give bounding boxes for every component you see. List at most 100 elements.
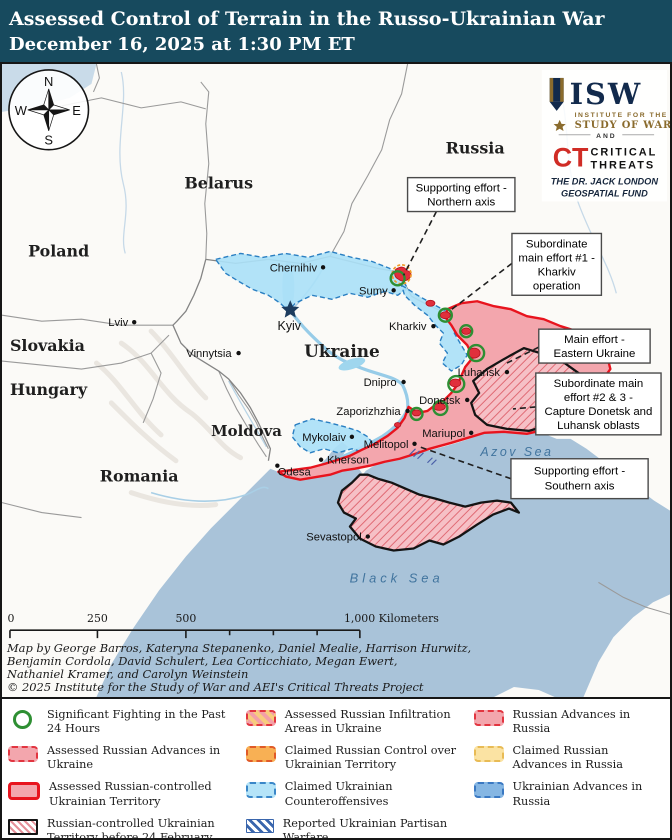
city-label-kyiv: Kyiv — [278, 319, 302, 333]
callout-text: Northern axis — [427, 197, 495, 209]
legend-column-2: Assessed Russian Infiltration Areas in U… — [245, 708, 470, 840]
callout-eastern-ukraine: Main effort - Eastern Ukraine — [538, 328, 651, 364]
country-label-russia: Russia — [446, 139, 505, 158]
legend-label: Assessed Russian Advances in Ukraine — [47, 744, 221, 772]
kyiv-capital-marker: Kyiv — [278, 300, 302, 333]
map-canvas: Poland Belarus Russia Slovakia Hungary U… — [0, 62, 672, 697]
ct-critical-label: CRITICAL — [590, 147, 657, 159]
callout-southern-axis: Supporting effort - Southern axis — [510, 458, 649, 500]
scale-250: 250 — [87, 612, 108, 625]
country-label-hungary: Hungary — [10, 380, 88, 399]
legend-item-claimed-ukrainian-counteroffensives: Claimed Ukrainian Counteroffensives — [245, 780, 470, 808]
callout-text: main effort #1 - — [518, 252, 595, 264]
city-label-lviv: Lviv — [108, 317, 128, 329]
legend-item-infiltration-areas: Assessed Russian Infiltration Areas in U… — [245, 708, 470, 736]
map-title: Assessed Control of Terrain in the Russo… — [9, 8, 605, 30]
legend-label: Claimed Russian Advances in Russia — [512, 744, 623, 772]
country-label-ukraine: Ukraine — [304, 341, 380, 361]
legend-label: Reported Ukrainian Partisan Warfare — [282, 816, 448, 840]
partisan-warfare-marks — [409, 448, 437, 466]
legend-item-claimed-russian-control: Claimed Russian Control over Ukrainian T… — [245, 744, 470, 772]
ct-threats-label: THREATS — [590, 160, 655, 172]
map-title-bar: Assessed Control of Terrain in the Russo… — [0, 0, 672, 62]
russian-advances-in-russia-swatch — [473, 710, 504, 726]
country-borders — [2, 64, 409, 519]
legend-item-assessed-russian-advances: Assessed Russian Advances in Ukraine — [8, 744, 242, 772]
compass-south-label: S — [44, 133, 53, 148]
isw-institute-line2: STUDY OF WAR — [575, 120, 670, 131]
claimed-counteroffensive-areas — [215, 250, 468, 454]
credits-line-1: Map by George Barros, Kateryna Stepanenk… — [6, 641, 471, 655]
callout-text: Subordinate — [526, 238, 588, 250]
scale-500: 500 — [175, 612, 196, 625]
fighting-circles — [389, 270, 486, 422]
city-label-mykolaiv: Mykolaiv — [302, 432, 346, 444]
isw-medal-icon — [549, 77, 564, 111]
city-label-zaporizhzhia: Zaporizhzhia — [336, 406, 401, 418]
scale-0: 0 — [7, 612, 14, 625]
significant-fighting-swatch — [13, 710, 32, 729]
city-label-donetsk: Donetsk — [419, 395, 461, 407]
credits-line-3: Nathaniel Kramer, and Carolyn Weinstein — [6, 667, 248, 681]
city-label-dnipro: Dnipro — [364, 377, 397, 389]
country-label-moldova: Moldova — [211, 422, 282, 440]
callout-text: Capture Donetsk and — [544, 406, 652, 418]
compass-west-label: W — [15, 103, 28, 118]
callout-northern-axis: Supporting effort - Northern axis — [406, 176, 516, 213]
callout-text: effort #2 & 3 - — [564, 392, 633, 404]
claimed-russian-advances-in-russia-swatch — [473, 746, 504, 763]
city-label-chernihiv: Chernihiv — [270, 262, 318, 274]
capital-star-icon — [281, 300, 300, 318]
callout-text: Main effort - — [564, 334, 625, 346]
ukrainian-advances-in-russia-swatch — [473, 782, 504, 799]
callout-text: Southern axis — [545, 481, 615, 493]
credits-line-4: © 2025 Institute for the Study of War an… — [7, 680, 424, 694]
ct-logo: CT — [553, 143, 589, 173]
legend-label: Claimed Russian Control over Ukrainian T… — [284, 744, 457, 772]
callout-text: operation — [533, 280, 581, 292]
map-credits: Map by George Barros, Kateryna Stepanenk… — [6, 641, 471, 694]
city-label-mariupol: Mariupol — [422, 428, 465, 440]
legend-column-1: Significant Fighting in the Past 24 Hour… — [8, 708, 242, 840]
callout-connectors — [402, 211, 540, 480]
turkey-tip — [494, 687, 555, 697]
and-divider: AND — [558, 133, 655, 140]
fund-line2: GEOSPATIAL FUND — [561, 189, 648, 199]
and-label: AND — [596, 133, 617, 140]
country-labels: Poland Belarus Russia Slovakia Hungary U… — [10, 139, 505, 486]
legend-label: Claimed Ukrainian Counteroffensives — [284, 780, 393, 808]
fund-line1: THE DR. JACK LONDON — [551, 177, 659, 187]
legend-item-ukrainian-advances-in-russia: Ukrainian Advances in Russia — [473, 780, 666, 808]
country-label-slovakia: Slovakia — [10, 336, 85, 355]
credits-line-2: Benjamin Cordola, David Schulert, Lea Co… — [6, 654, 398, 668]
legend-item-pre-2022-territory: Russian-controlled Ukrainian Territory b… — [8, 817, 242, 840]
legend-label: Assessed Russian-controlled Ukrainian Te… — [49, 780, 212, 808]
scale-bar: 0 250 500 1,000 Kilometers — [7, 612, 439, 639]
sea-labels: Azov Sea Black Sea — [350, 445, 551, 586]
partisan-warfare-swatch — [245, 818, 274, 833]
claimed-ukrainian-counteroffensives-swatch — [245, 782, 276, 799]
callout-text: Kharkiv — [538, 266, 576, 278]
legend-label: Russian Advances in Russia — [512, 708, 631, 736]
callout-text: Supporting effort - — [534, 466, 625, 478]
branding-block: ISW INSTITUTE FOR THE STUDY OF WAR AND C… — [541, 69, 670, 202]
city-markers: Chernihiv Sumy Lviv Kharkiv Vinnytsia Dn… — [108, 262, 510, 543]
legend-item-significant-fighting: Significant Fighting in the Past 24 Hour… — [8, 708, 242, 736]
city-label-kharkiv: Kharkiv — [389, 321, 427, 333]
city-label-kherson: Kherson — [327, 455, 369, 467]
callout-boxes: Supporting effort - Northern axis Subord… — [406, 176, 662, 500]
country-label-poland: Poland — [28, 241, 89, 260]
country-label-romania: Romania — [100, 467, 179, 486]
isw-star-icon — [553, 119, 566, 131]
map-svg: Poland Belarus Russia Slovakia Hungary U… — [2, 64, 670, 697]
infiltration-areas-swatch — [245, 710, 276, 726]
callout-text: Subordinate main — [554, 378, 644, 390]
scale-1000: 1,000 Kilometers — [344, 612, 439, 625]
isw-logo: ISW — [570, 77, 643, 111]
russian-controlled-swatch — [8, 782, 40, 801]
isw-institute-line1: INSTITUTE FOR THE — [575, 112, 668, 119]
assessed-russian-advances-swatch — [8, 746, 38, 763]
legend-label: Assessed Russian Infiltration Areas in U… — [284, 708, 451, 736]
legend-item-russian-controlled: Assessed Russian-controlled Ukrainian Te… — [8, 780, 242, 808]
